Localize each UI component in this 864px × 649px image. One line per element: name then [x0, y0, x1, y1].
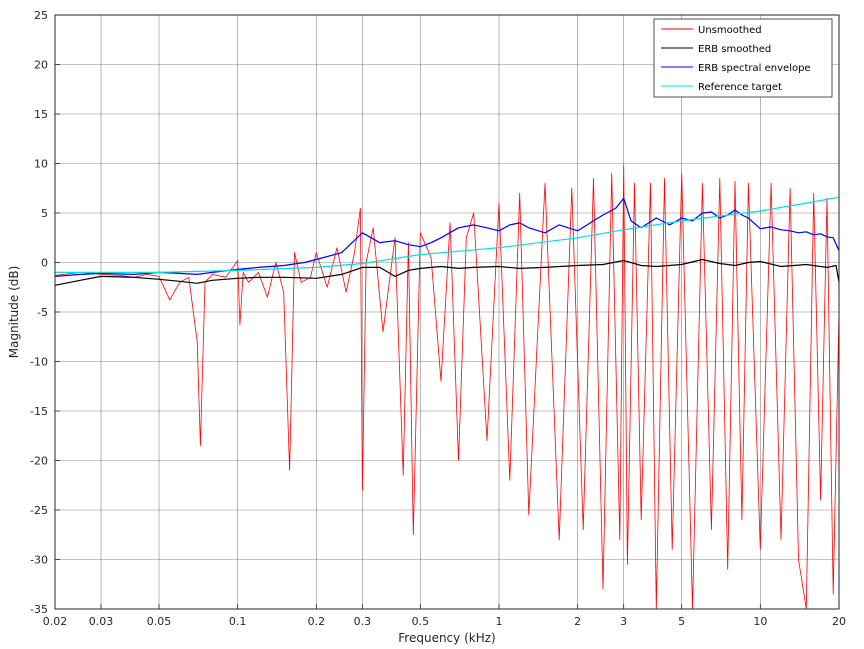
x-tick-label: 5	[678, 615, 685, 628]
y-tick-label: 25	[34, 9, 48, 22]
x-tick-label: 1	[495, 615, 502, 628]
x-tick-label: 0.5	[412, 615, 430, 628]
series-layer	[54, 165, 840, 610]
y-tick-label: 10	[34, 158, 48, 171]
x-tick-label: 20	[832, 615, 846, 628]
x-tick-label: 0.03	[89, 615, 114, 628]
x-tick-label: 0.1	[229, 615, 247, 628]
x-tick-label: 10	[753, 615, 767, 628]
y-axis-label: Magnitude (dB)	[7, 266, 21, 359]
series-line-unsmoothed	[54, 165, 840, 610]
x-tick-label: 0.2	[308, 615, 326, 628]
x-axis-label: Frequency (kHz)	[398, 631, 495, 645]
legend-label-reference-target: Reference target	[698, 82, 782, 93]
y-tick-label: -30	[30, 554, 48, 567]
y-tick-label: -5	[37, 306, 48, 319]
y-tick-label: 15	[34, 108, 48, 121]
y-tick-label: -15	[30, 405, 48, 418]
x-tick-label: 0.05	[147, 615, 172, 628]
legend-box	[653, 18, 833, 98]
x-tick-label: 0.02	[43, 615, 68, 628]
y-tick-label: -10	[30, 356, 48, 369]
legend-label-erb-smoothed: ERB smoothed	[698, 44, 771, 55]
y-tick-label: 20	[34, 59, 48, 72]
ticks-layer: 0.02 0.03 0.05 0.1 0.2 0.3 0.5 1 2 3 5 10 20 25 20 15 10…	[30, 9, 846, 628]
legend-label-erb-spectral-envelope: ERB spectral envelope	[698, 63, 811, 74]
y-tick-label: 5	[41, 207, 48, 220]
series-line-reference-target	[55, 196, 840, 273]
x-tick-label: 2	[574, 615, 581, 628]
y-tick-label: -25	[30, 504, 48, 517]
series-line-erb-spectral-envelope	[54, 197, 840, 277]
x-tick-label: 0.3	[354, 615, 372, 628]
series-line-erb-smoothed	[54, 258, 840, 286]
y-tick-label: -20	[30, 455, 48, 468]
x-tick-label: 3	[620, 615, 627, 628]
legend-label-unsmoothed: Unsmoothed	[698, 25, 762, 36]
y-tick-label: 0	[41, 257, 48, 270]
y-tick-label: -35	[30, 603, 48, 616]
legend: Unsmoothed ERB smoothed ERB spectral env…	[653, 18, 833, 98]
